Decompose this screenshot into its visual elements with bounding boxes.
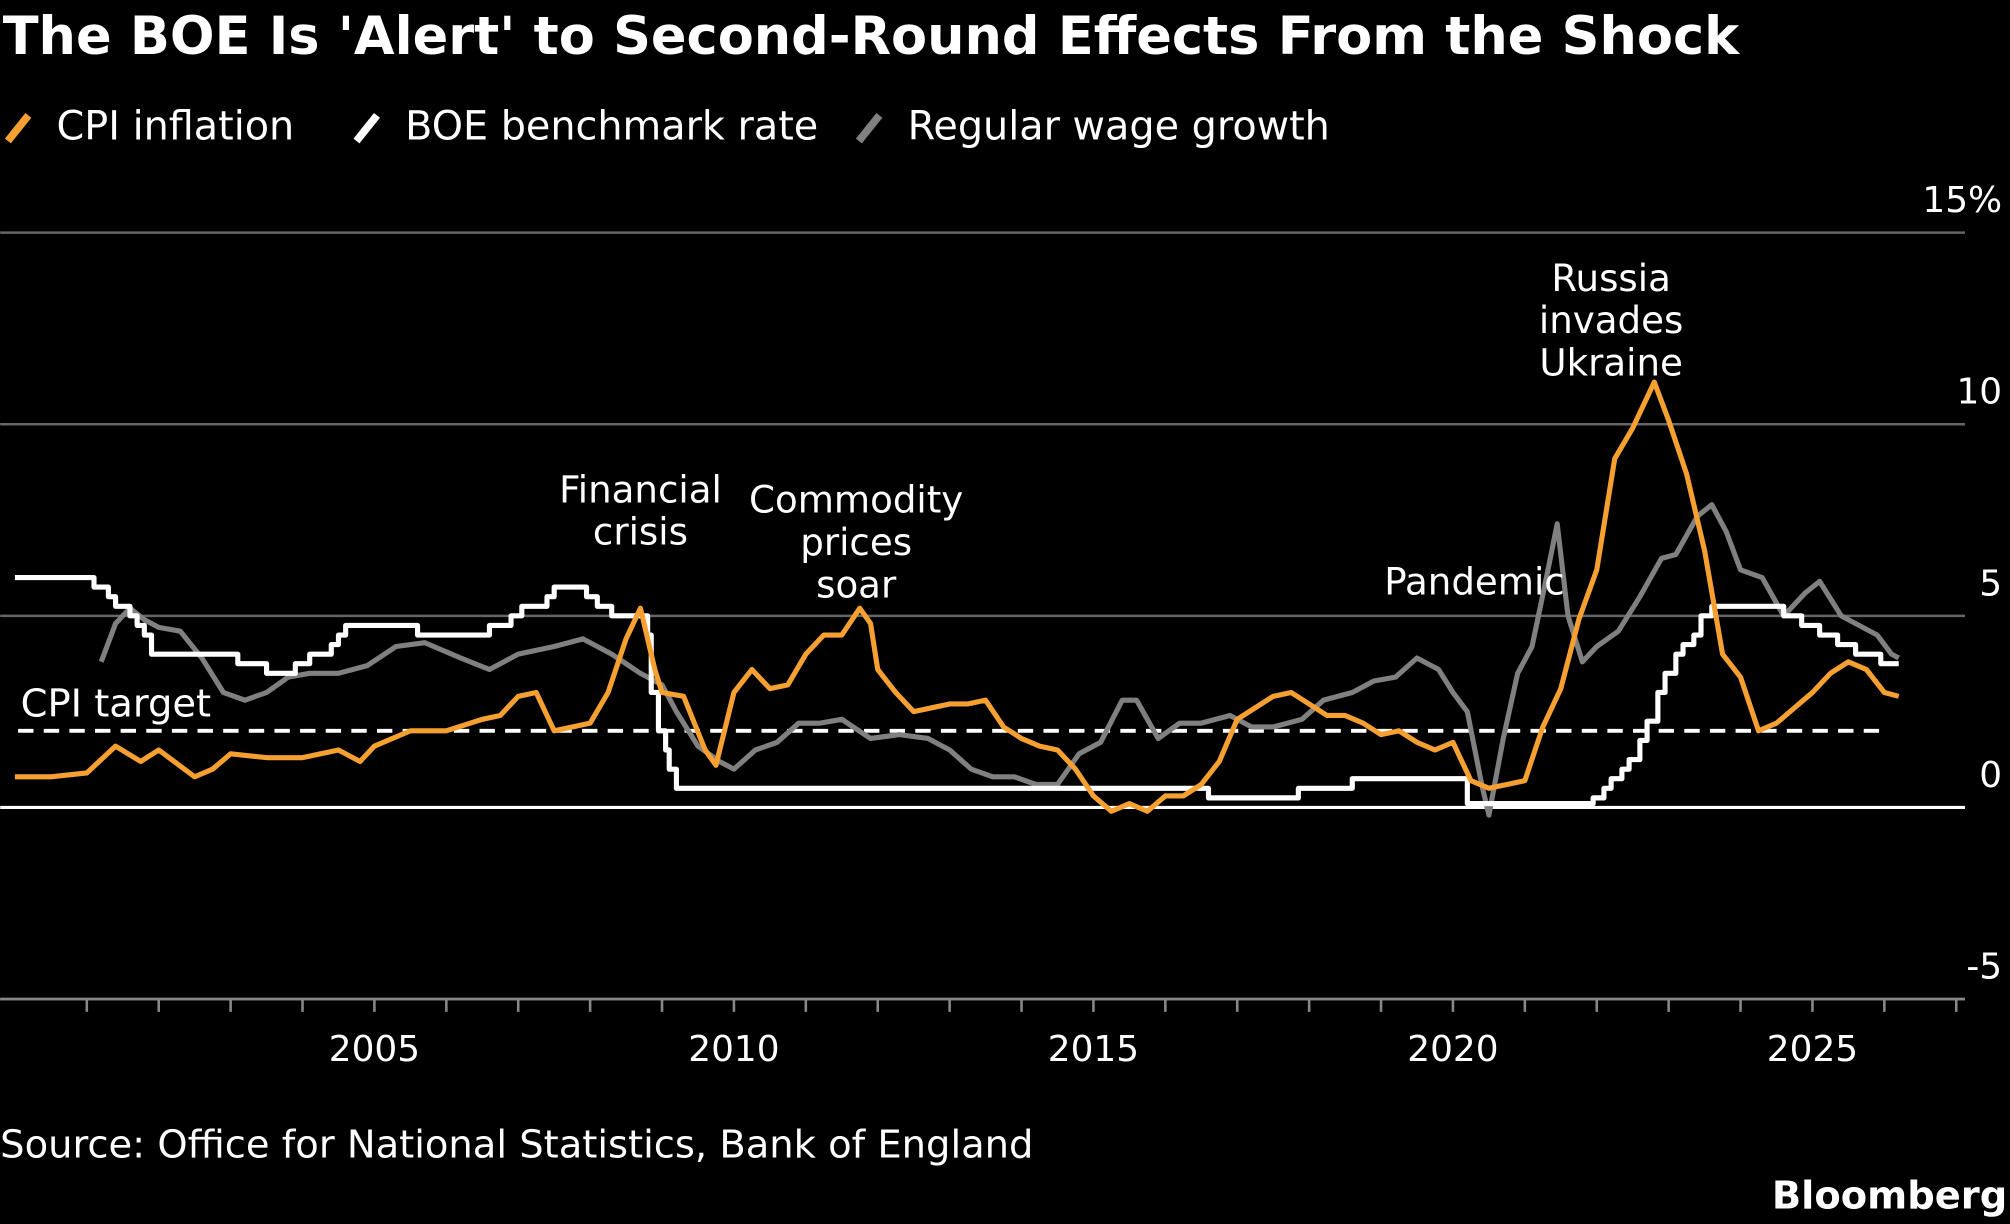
legend-swatch-boe-rate	[353, 112, 380, 144]
source-note: Source: Office for National Statistics, …	[0, 1122, 1033, 1167]
cpi-target-label: CPI target	[21, 681, 211, 726]
x-axis: 2005 2010 2015 2020 2025	[0, 997, 1965, 1070]
legend-swatch-cpi	[4, 112, 32, 144]
y-tick-label: 0	[1979, 755, 2002, 796]
y-tick-label: 5	[1979, 563, 2002, 604]
x-tick-label: 2025	[1767, 1029, 1858, 1070]
y-tick-label: 15%	[1922, 180, 2002, 221]
legend-item-boe-rate: BOE benchmark rate	[353, 104, 818, 150]
y-axis: 15% 10 5 0 -5	[1922, 180, 2002, 987]
annotation-text: Financial	[559, 468, 722, 511]
annotation-text: prices	[800, 521, 912, 564]
annotation-text: Ukraine	[1539, 342, 1683, 385]
y-tick-label: -5	[1966, 947, 2002, 988]
x-tick-label: 2005	[329, 1029, 420, 1070]
legend-label-cpi: CPI inflation	[57, 104, 295, 150]
legend-item-wage-growth: Regular wage growth	[855, 104, 1330, 150]
y-tick-label: 10	[1956, 372, 2002, 413]
series-line-cpi-inflation	[14, 379, 1900, 814]
annotation-text: crisis	[593, 511, 688, 554]
legend-label-boe-rate: BOE benchmark rate	[405, 104, 818, 150]
annotation-text: Russia	[1551, 257, 1671, 300]
x-tick-label: 2015	[1048, 1029, 1139, 1070]
annotation-text: Pandemic	[1384, 561, 1564, 604]
x-tick-label: 2010	[688, 1029, 779, 1070]
legend: CPI inflation BOE benchmark rate Regular…	[4, 104, 1330, 150]
legend-label-wage-growth: Regular wage growth	[908, 104, 1330, 150]
legend-swatch-wage-growth	[855, 112, 883, 144]
legend-item-cpi: CPI inflation	[4, 104, 295, 150]
series-lines	[14, 379, 1900, 818]
bloomberg-logo: Bloomberg	[1772, 1174, 2007, 1219]
annotation-text: soar	[816, 563, 897, 606]
series-line-boe-benchmark-rate	[14, 574, 1899, 807]
series-line-regular-wage-growth	[98, 502, 1900, 818]
annotation-text: invades	[1539, 299, 1683, 342]
x-tick-label: 2020	[1407, 1029, 1498, 1070]
annotation-text: Commodity	[749, 479, 963, 522]
annotation: Pandemic	[1384, 561, 1564, 604]
chart-title: The BOE Is 'Alert' to Second-Round Effec…	[3, 6, 1740, 67]
